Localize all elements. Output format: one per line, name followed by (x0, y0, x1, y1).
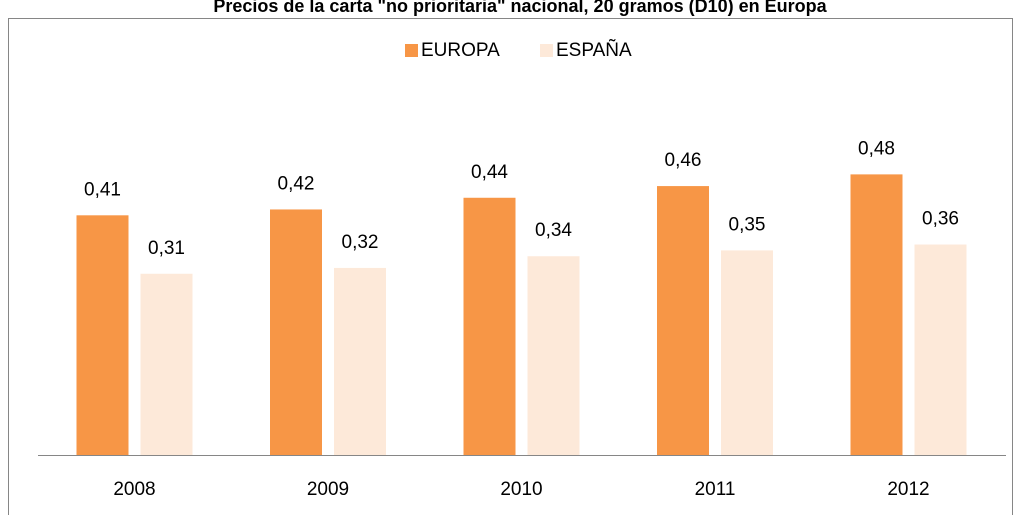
x-tick-label: 2008 (113, 479, 155, 500)
value-label: 0,44 (471, 162, 508, 183)
bar (334, 267, 386, 455)
legend-swatch (405, 44, 418, 57)
legend-label: ESPAÑA (556, 39, 632, 61)
value-label: 0,41 (84, 179, 121, 200)
bar (463, 197, 516, 455)
x-tick-label: 2009 (307, 479, 349, 500)
bar (914, 244, 967, 455)
x-tick-label: 2011 (695, 479, 736, 500)
legend-swatch (540, 44, 553, 57)
bar (270, 209, 322, 455)
bar (657, 186, 709, 456)
value-label: 0,48 (858, 138, 895, 159)
value-label: 0,32 (342, 232, 379, 253)
value-label: 0,46 (665, 150, 702, 171)
bar (721, 250, 773, 455)
x-tick-label: 2012 (887, 479, 929, 500)
bar (527, 256, 580, 455)
value-label: 0,31 (148, 238, 185, 259)
value-label: 0,42 (278, 173, 315, 194)
value-label: 0,36 (922, 209, 959, 230)
value-label: 0,35 (729, 214, 766, 235)
bar (76, 215, 129, 455)
value-label: 0,34 (535, 220, 572, 241)
bar (850, 174, 903, 455)
legend-label: EUROPA (421, 40, 500, 61)
chart-border (8, 18, 1013, 515)
bar (140, 273, 193, 455)
x-tick-label: 2010 (500, 479, 542, 500)
chart-title: Precios de la carta "no prioritaria" nac… (213, 0, 827, 16)
